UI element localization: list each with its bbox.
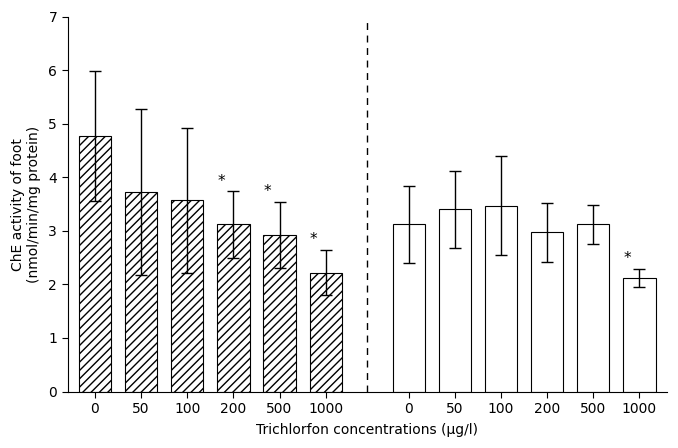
Y-axis label: ChE activity of foot
(nmol/min/mg protein): ChE activity of foot (nmol/min/mg protei…	[11, 125, 41, 283]
Text: *: *	[217, 173, 225, 189]
Bar	[79, 136, 111, 392]
Bar	[310, 273, 342, 392]
Bar	[439, 209, 471, 392]
Bar	[623, 278, 656, 392]
Text: *: *	[623, 251, 631, 266]
X-axis label: Trichlorfon concentrations (µg/l): Trichlorfon concentrations (µg/l)	[256, 423, 478, 437]
Bar	[485, 206, 517, 392]
Bar	[531, 233, 563, 392]
Text: *: *	[310, 233, 317, 247]
Bar	[125, 192, 157, 392]
Bar	[264, 235, 296, 392]
Text: *: *	[264, 184, 271, 199]
Bar	[171, 200, 203, 392]
Bar	[393, 224, 425, 392]
Bar	[577, 224, 610, 392]
Bar	[217, 224, 250, 392]
